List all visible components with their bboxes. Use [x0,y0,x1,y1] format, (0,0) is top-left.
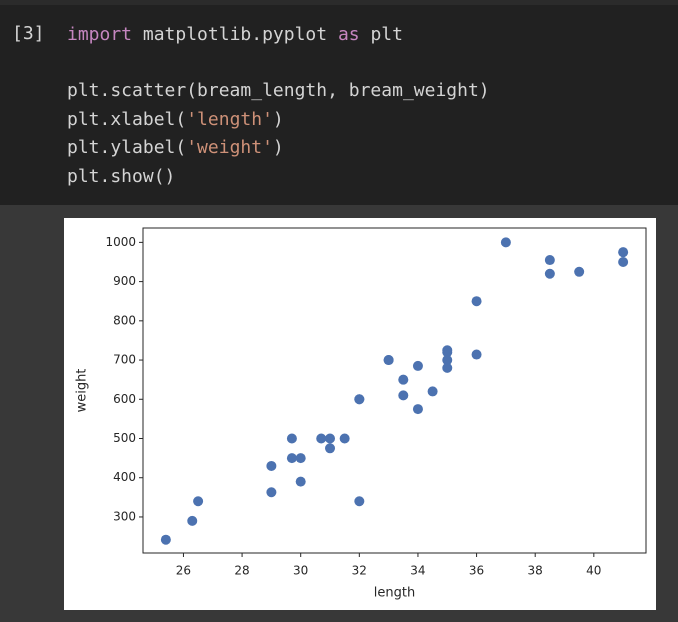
point [266,460,277,471]
code-line: plt.xlabel('length') [67,109,284,130]
y-tick-label: 1000 [105,235,136,249]
x-tick-label: 26 [176,564,191,578]
point [442,347,453,358]
x-tick-label: 40 [586,564,601,578]
point [471,296,482,307]
x-tick-label: 36 [469,564,484,578]
x-tick-label: 32 [352,564,367,578]
x-axis-label: length [374,586,415,601]
axes-frame [142,227,647,554]
code-line: plt.scatter(bream_length, bream_weight) [67,80,490,101]
y-tick-label: 900 [113,274,136,288]
y-tick-label: 500 [113,431,136,445]
code-token: ) [273,109,284,130]
figure [64,218,656,610]
x-tick-label: 30 [293,564,308,578]
code-token: plt.scatter(bream_length, bream_weight) [67,80,490,101]
code-line: plt.show() [67,166,175,187]
point [354,496,365,507]
point [325,433,336,444]
point [295,476,306,487]
point [544,268,555,279]
point [354,394,365,405]
point [383,355,394,366]
point [442,362,453,373]
point [618,256,629,267]
point [339,433,350,444]
code-token: plt.ylabel( [67,137,186,158]
code-token: 'length' [186,109,273,130]
point [500,237,511,248]
x-tick-label: 28 [234,564,249,578]
y-axis-label: weight [75,369,90,413]
point [398,390,409,401]
point [325,443,336,454]
point [160,534,171,545]
point [544,255,555,266]
point [193,496,204,507]
point [286,433,297,444]
top-bar [0,0,678,5]
point [618,247,629,258]
point [187,515,198,526]
y-tick-label: 300 [113,509,136,523]
code-token: plt.xlabel( [67,109,186,130]
y-tick-label: 600 [113,392,136,406]
point [471,349,482,360]
point [412,360,423,371]
point [286,453,297,464]
code-token: 'weight' [186,137,273,158]
code-token: plt [360,24,403,45]
cell-prompt: [3] [12,23,45,44]
code-token: import [67,24,132,45]
point [295,453,306,464]
y-tick-label: 400 [113,470,136,484]
point [574,266,585,277]
code-token: plt.show() [67,166,175,187]
y-tick-label: 800 [113,313,136,327]
x-tick-label: 34 [410,564,425,578]
code-token: as [338,24,360,45]
point [266,487,277,498]
code-cell[interactable] [0,5,678,205]
point [316,433,327,444]
y-tick-label: 700 [113,353,136,367]
point [442,355,453,366]
code-token: matplotlib.pyplot [132,24,338,45]
code-line: import matplotlib.pyplot as plt [67,24,403,45]
code-token: ) [273,137,284,158]
point [412,404,423,415]
point [427,386,438,397]
x-tick-label: 38 [528,564,543,578]
code-line: plt.ylabel('weight') [67,137,284,158]
point [398,374,409,385]
